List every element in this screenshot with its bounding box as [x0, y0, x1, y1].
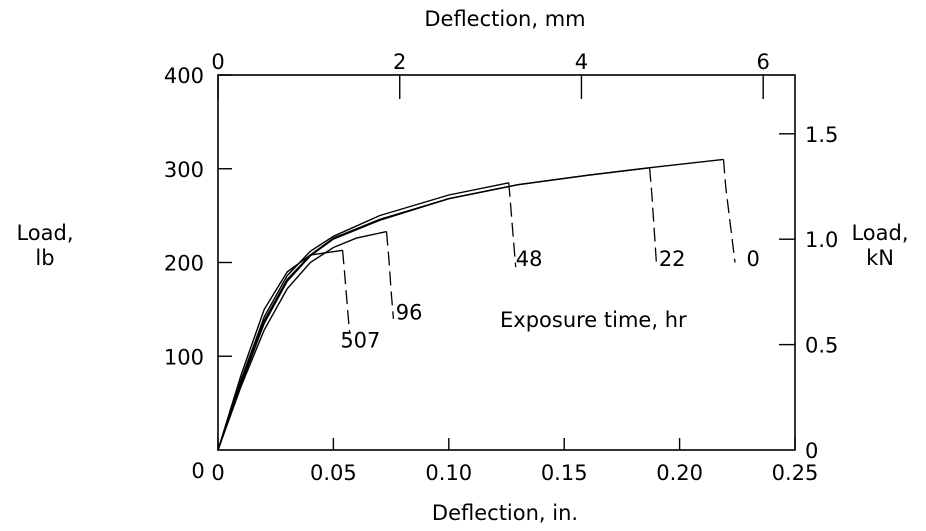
series-label-507: 507 — [340, 328, 380, 352]
series-curve-507 — [217, 249, 343, 451]
bottom-axis-label: Deflection, in. — [432, 501, 578, 525]
right-axis-tick-label: 0 — [805, 439, 818, 463]
series-failure-drop-48 — [508, 182, 517, 268]
bottom-axis-tick-label: 0.15 — [541, 461, 588, 485]
right-axis-tick-label: 1.5 — [805, 123, 838, 147]
series-curve-48 — [217, 182, 509, 451]
left-axis-tick-label: 300 — [164, 158, 204, 182]
series-label-96: 96 — [396, 300, 423, 324]
top-axis-tick-label: 4 — [575, 50, 588, 74]
left-axis-origin-label: 0 — [191, 459, 204, 483]
bottom-axis-tick-label: 0.20 — [656, 461, 703, 485]
series-failure-drop-22 — [648, 167, 658, 265]
series-curve-96 — [217, 230, 387, 451]
top-axis-tick-label: 6 — [757, 50, 770, 74]
right-axis-tick-label: 0.5 — [805, 334, 838, 358]
series-failure-drop-507 — [341, 250, 351, 333]
exposure-time-annotation: Exposure time, hr — [500, 308, 687, 332]
left-axis-tick-label: 200 — [164, 252, 204, 276]
left-axis-tick-label: 100 — [164, 345, 204, 369]
right-axis-label-line1: Load, — [851, 221, 908, 245]
left-axis-tick-label: 400 — [164, 64, 204, 88]
chart-marks: 0 0.05 0.10 0.15 0.20 0.250 2 4 610020030040000.… — [164, 50, 839, 485]
bottom-axis-tick-label: 0.10 — [425, 461, 472, 485]
left-axis-label-line2: lb — [35, 246, 54, 270]
right-axis-tick-label: 1.0 — [805, 228, 838, 252]
series-label-48: 48 — [516, 247, 543, 271]
top-axis-label: Deflection, mm — [424, 7, 585, 31]
series-failure-drop-96 — [385, 231, 395, 319]
series-failure-drop-0 — [722, 159, 736, 263]
series-curve-22 — [217, 167, 650, 451]
right-axis-label-line2: kN — [866, 246, 894, 270]
left-axis-label-line1: Load, — [16, 221, 73, 245]
series-label-22: 22 — [659, 247, 686, 271]
bottom-axis-tick-label: 0.25 — [772, 461, 819, 485]
series-label-0: 0 — [747, 247, 760, 271]
bottom-axis-tick-label: 0.05 — [310, 461, 357, 485]
series-curve-0 — [217, 158, 724, 451]
bottom-axis-tick-label: 0 — [211, 461, 224, 485]
top-axis-tick-label: 2 — [393, 50, 406, 74]
top-axis-tick-label: 0 — [211, 50, 224, 74]
